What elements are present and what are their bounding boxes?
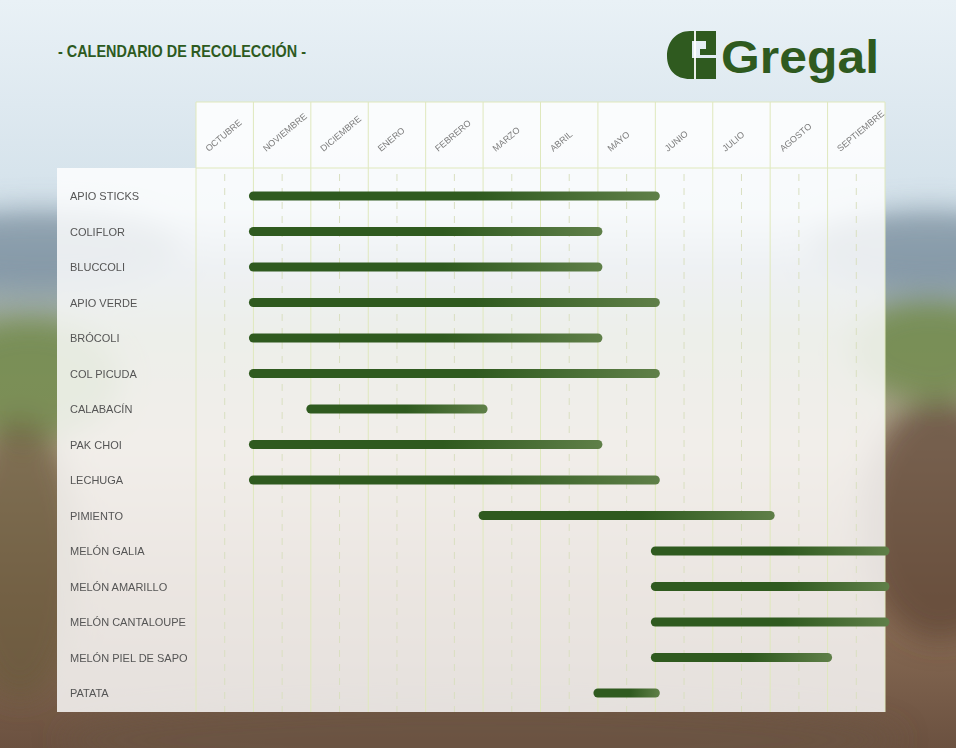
bar [249, 263, 603, 272]
month-label: SEPTIEMBRE [835, 109, 886, 154]
row-label: MELÓN CANTALOUPE [70, 616, 186, 628]
month-label: MAYO [605, 129, 631, 153]
row-label: MELÓN GALIA [70, 545, 145, 557]
bar [651, 582, 890, 591]
row-label: CALABACÍN [70, 403, 132, 415]
bar [651, 618, 890, 627]
bar [249, 227, 603, 236]
background [0, 0, 956, 748]
month-label: AGOSTO [778, 121, 814, 153]
bar [249, 334, 603, 343]
chart: OCTUBRE NOVIEMBREDICIEMBRE ENERO FEBRERO MAR… [0, 0, 956, 748]
grid-line-minor [626, 174, 627, 712]
bar [249, 476, 660, 485]
month-label: NOVIEMBRE [261, 111, 309, 153]
header-line [196, 102, 885, 103]
bar [249, 298, 660, 307]
month-label: OCTUBRE [204, 118, 244, 154]
month-label: ABRIL [548, 129, 574, 153]
grid-line-minor [684, 174, 685, 712]
body-panel [57, 168, 885, 712]
logo-icon-cut [694, 31, 696, 79]
bars [249, 192, 890, 698]
row-label: PIMIENTO [70, 510, 123, 522]
grid-line [196, 102, 197, 712]
bar [249, 440, 603, 449]
row-label: APIO STICKS [70, 190, 139, 202]
month-label: FEBRERO [433, 118, 473, 154]
bar [249, 192, 660, 201]
bar [249, 369, 660, 378]
grid-line-minor [741, 174, 742, 712]
grid-line-minor [856, 174, 857, 712]
bar [593, 689, 659, 698]
bar [479, 511, 775, 520]
grid-line-minor [798, 174, 799, 712]
month-label: JUNIO [663, 129, 690, 154]
header-line [196, 168, 885, 169]
month-label: JULIO [720, 129, 746, 153]
row-label: MELÓN PIEL DE SAPO [70, 652, 188, 664]
month-label: MARZO [491, 125, 522, 154]
logo-icon [667, 31, 716, 79]
row-label: LECHUGA [70, 474, 124, 486]
row-label: PATATA [70, 687, 109, 699]
row-label: COL PICUDA [70, 368, 137, 380]
row-label: PAK CHOI [70, 439, 122, 451]
row-label: BRÓCOLI [70, 332, 120, 344]
month-label: DICIEMBRE [318, 114, 363, 154]
grid-line-minor [224, 174, 225, 712]
month-label: ENERO [376, 125, 407, 153]
row-label: MELÓN AMARILLO [70, 581, 168, 593]
row-label: COLIFLOR [70, 226, 125, 238]
bar [651, 547, 890, 556]
logo: Gregal [667, 31, 879, 83]
bar [651, 653, 832, 662]
logo-text: Gregal [721, 31, 879, 83]
row-label: BLUCCOLI [70, 261, 125, 273]
title: - CALENDARIO DE RECOLECCIÓN - [58, 42, 306, 61]
bar [306, 405, 487, 414]
row-label: APIO VERDE [70, 297, 137, 309]
